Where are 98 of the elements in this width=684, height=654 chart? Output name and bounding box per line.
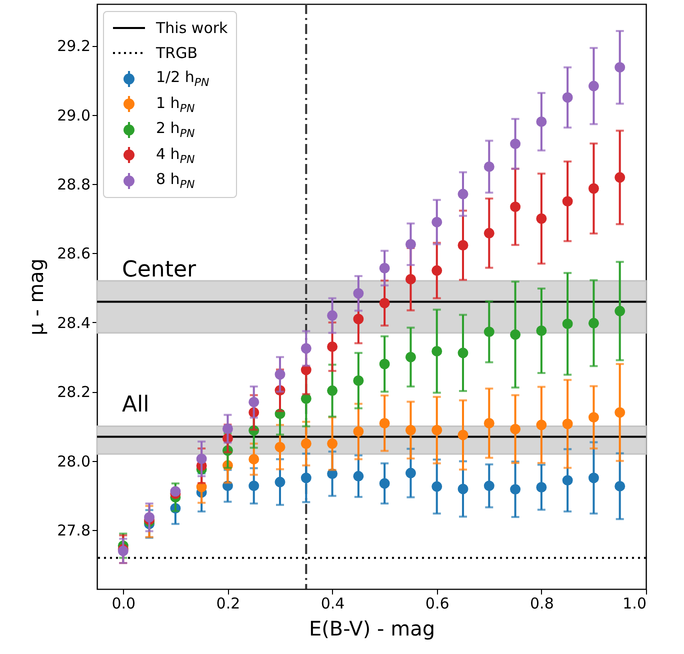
y-tick-label: 29.2 xyxy=(57,37,90,56)
point xyxy=(484,326,494,338)
point xyxy=(588,318,599,328)
y-axis-title: μ - mag xyxy=(24,258,48,336)
point xyxy=(614,172,626,183)
point xyxy=(588,472,599,484)
point xyxy=(327,310,338,321)
ref-line-label: Center xyxy=(122,258,197,283)
point xyxy=(405,468,416,478)
point xyxy=(144,512,155,523)
annotation: This work xyxy=(156,18,228,37)
legend-label: 4 h$_{PN}$ xyxy=(156,144,195,166)
point xyxy=(484,418,494,428)
y-tick-label: 27.8 xyxy=(57,522,90,540)
point xyxy=(588,183,599,194)
point xyxy=(432,265,442,276)
point xyxy=(614,62,626,73)
point xyxy=(536,116,547,127)
x-axis-title: E(B-V) - mag xyxy=(308,616,436,640)
point xyxy=(614,407,626,418)
point xyxy=(379,478,390,489)
point xyxy=(432,346,442,356)
point xyxy=(353,470,364,482)
x-tick-label: 0.8 xyxy=(530,594,554,612)
point xyxy=(484,480,494,492)
point xyxy=(327,385,338,396)
point xyxy=(510,329,521,340)
y-tick-label: 28.8 xyxy=(57,176,90,194)
point xyxy=(562,196,573,207)
point xyxy=(510,202,521,212)
point xyxy=(510,424,521,434)
point xyxy=(562,418,573,430)
point xyxy=(432,216,442,228)
point xyxy=(562,475,573,486)
point xyxy=(458,484,468,494)
point xyxy=(353,426,364,437)
point xyxy=(300,343,312,354)
point xyxy=(536,420,547,430)
x-tick-label: 0.2 xyxy=(216,594,240,612)
point xyxy=(405,352,416,362)
point xyxy=(274,476,286,488)
legend-label: 8 h$_{PN}$ xyxy=(156,170,195,192)
point xyxy=(405,238,416,250)
y-tick-label: 28.0 xyxy=(57,452,90,470)
point xyxy=(248,480,260,492)
point xyxy=(458,348,468,358)
point xyxy=(536,213,547,224)
point xyxy=(274,369,286,380)
point xyxy=(170,486,181,497)
y-tick-label: 28.4 xyxy=(57,314,90,332)
point xyxy=(458,240,468,251)
point xyxy=(405,274,416,284)
point xyxy=(510,484,521,495)
legend-label: 1 h$_{PN}$ xyxy=(156,94,195,115)
x-tick-label: 0.0 xyxy=(112,594,136,612)
point xyxy=(327,341,338,352)
point xyxy=(300,472,312,484)
point xyxy=(300,438,312,449)
x-tick-label: 0.6 xyxy=(425,594,450,612)
x-tick-label: 1.0 xyxy=(622,594,646,612)
point xyxy=(458,430,468,440)
point xyxy=(562,318,573,330)
point xyxy=(536,326,547,336)
legend-label: 1/2 h$_{PN}$ xyxy=(156,68,210,90)
point xyxy=(379,358,390,370)
y-tick-label: 28.6 xyxy=(57,244,90,263)
point xyxy=(562,92,573,103)
point xyxy=(484,161,494,172)
point xyxy=(405,424,416,436)
y-tick-label: 28.2 xyxy=(57,383,90,402)
point xyxy=(353,314,364,324)
point xyxy=(222,423,233,434)
point xyxy=(588,412,599,423)
point xyxy=(196,454,207,464)
point xyxy=(458,188,468,200)
legend-label: 2 h$_{PN}$ xyxy=(156,119,195,140)
point xyxy=(379,262,390,274)
point xyxy=(588,80,599,92)
point xyxy=(614,480,626,492)
x-tick-label: 0.4 xyxy=(320,594,345,612)
point xyxy=(300,393,312,404)
point xyxy=(484,228,494,238)
point xyxy=(248,396,260,408)
point xyxy=(274,442,286,452)
y-tick-label: 29.0 xyxy=(57,106,90,124)
point xyxy=(379,418,390,428)
point xyxy=(379,298,390,308)
point xyxy=(353,375,364,386)
ref-line-label: All xyxy=(122,392,150,418)
point xyxy=(510,138,521,150)
point xyxy=(248,454,260,464)
point xyxy=(432,481,442,492)
legend-label: TRGB xyxy=(156,44,198,62)
point xyxy=(353,288,364,299)
point xyxy=(614,306,626,316)
point xyxy=(327,438,338,449)
point xyxy=(432,424,442,436)
point xyxy=(536,482,547,492)
